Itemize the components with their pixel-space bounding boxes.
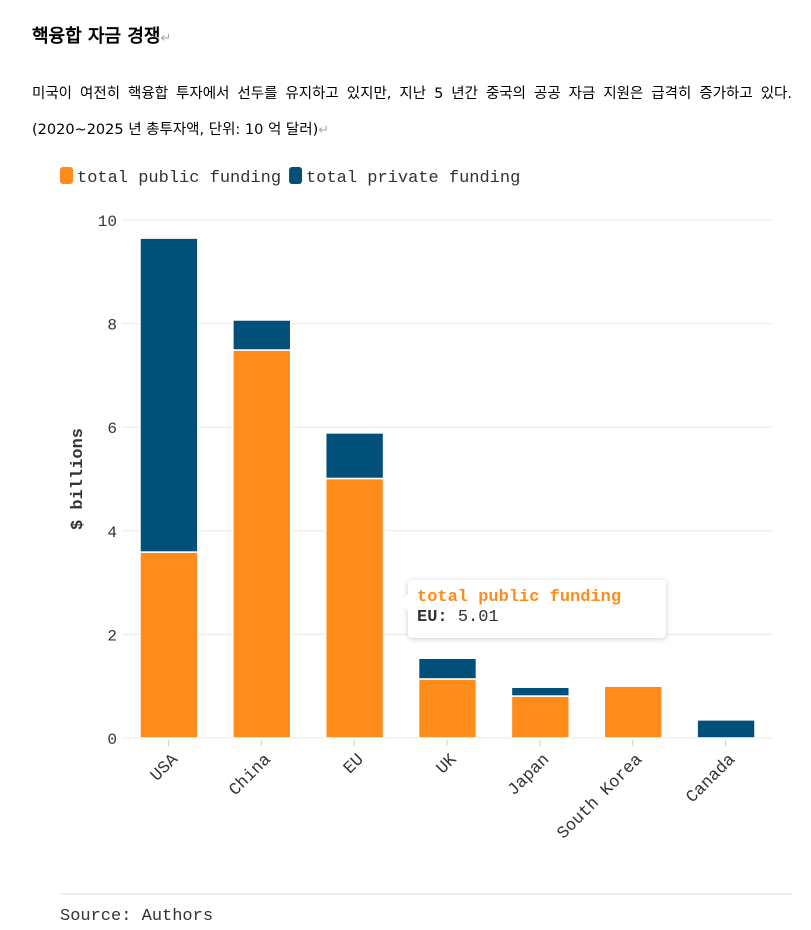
y-tick-label: 8 xyxy=(107,317,117,335)
bar-total-public-funding xyxy=(232,349,292,739)
bar-total-private-funding xyxy=(696,719,756,739)
x-tick-label: Canada xyxy=(683,751,740,808)
x-tick-label: China xyxy=(226,751,276,801)
y-tick-label: 4 xyxy=(107,524,117,542)
x-tick-label: Japan xyxy=(505,751,555,801)
legend-swatch xyxy=(60,167,73,184)
bar-total-private-funding xyxy=(510,686,571,697)
bar-total-public-funding xyxy=(510,695,571,739)
legend-label: total public funding xyxy=(77,169,281,188)
bar-total-public-funding xyxy=(139,551,199,739)
page-title: 핵융합 자금 경쟁↵ xyxy=(32,26,172,47)
y-axis-label: $ billions xyxy=(69,428,88,530)
bar-total-private-funding xyxy=(324,432,385,480)
bar-total-private-funding xyxy=(232,319,292,351)
y-tick-label: 0 xyxy=(107,731,117,749)
bar-total-public-funding xyxy=(417,678,478,739)
x-tick-label: South Korea xyxy=(554,751,647,844)
x-tick-label: EU xyxy=(341,751,369,779)
bar-total-private-funding xyxy=(417,657,478,680)
legend-swatch xyxy=(289,167,303,184)
tooltip: total public funding EU: 5.01 xyxy=(400,580,666,638)
tooltip-title: total public funding xyxy=(417,588,622,607)
tooltip-value: 5.01 xyxy=(457,608,499,627)
y-tick-label: 6 xyxy=(107,420,117,438)
x-tick-label: UK xyxy=(433,750,461,778)
y-tick-label: 10 xyxy=(98,213,117,231)
tooltip-label: EU: xyxy=(417,608,448,627)
description: 미국이 여전히 핵융합 투자에서 선두를 유지하고 있지만, 지난 5 년간 중… xyxy=(32,86,792,138)
bar-total-private-funding xyxy=(139,237,199,553)
source-text: Source: Authors xyxy=(60,907,213,926)
x-tick-label: USA xyxy=(148,750,184,786)
bar-total-public-funding xyxy=(324,477,385,739)
y-tick-label: 2 xyxy=(107,627,117,645)
legend-label: total private funding xyxy=(306,169,520,188)
bar-total-public-funding xyxy=(603,685,663,739)
